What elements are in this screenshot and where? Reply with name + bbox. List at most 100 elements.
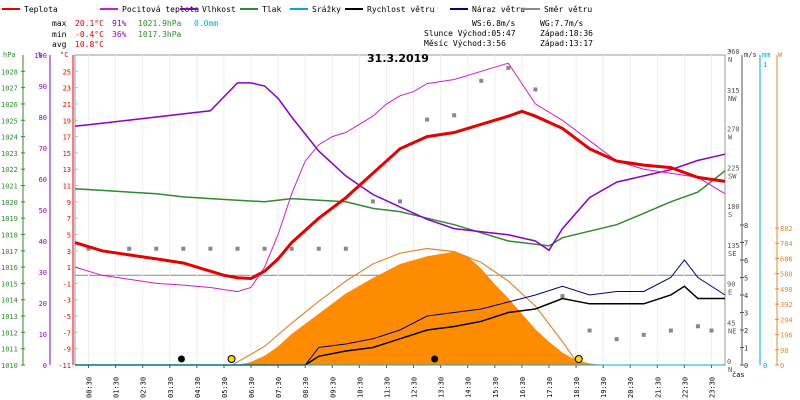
wind-direction-point	[587, 328, 592, 333]
dir-tick-label: NW	[728, 95, 737, 103]
moonset-marker	[431, 355, 439, 363]
wind-direction-point	[289, 246, 294, 251]
stats-min-press: 1017.3hPa	[138, 30, 182, 39]
time-tick-label: 12:30	[411, 377, 419, 398]
wind-direction-point	[695, 324, 700, 329]
stats-max-hum: 91%	[112, 19, 127, 28]
pct-tick-label: 10	[39, 331, 47, 339]
wind-direction-point	[452, 113, 457, 118]
c-tick-label: -3	[63, 297, 71, 305]
wind-direction-point	[86, 246, 91, 251]
wind-direction-point	[127, 246, 132, 251]
ms-tick-label: 7	[744, 240, 748, 248]
ms-tick-label: 1	[744, 345, 748, 353]
w-tick-label: 294	[780, 316, 793, 324]
time-tick-label: 14:30	[465, 377, 473, 398]
w-tick-label: 392	[780, 301, 793, 309]
c-tick-label: 21	[63, 101, 71, 109]
hpa-tick-label: 1010	[1, 362, 18, 370]
pct-tick-label: 100	[34, 52, 47, 60]
stats-block: max 20.1°C 91% 1021.9hPa 0.0mm min -0.4°…	[52, 19, 218, 49]
legend-label: Srážky	[312, 5, 341, 14]
time-tick-label: 16:30	[519, 377, 527, 398]
sunset-marker	[574, 355, 583, 363]
dir-tick-degree: 90	[727, 281, 735, 289]
hpa-tick-label: 1027	[1, 85, 18, 93]
pct-tick-label: 30	[39, 269, 47, 277]
hpa-tick-label: 1018	[1, 231, 18, 239]
wind-direction-point	[668, 328, 673, 333]
ms-tick-label: 8	[744, 222, 748, 230]
pct-tick-label: 20	[39, 300, 47, 308]
pct-tick-label: 0	[43, 362, 47, 370]
hpa-tick-label: 1026	[1, 101, 18, 109]
c-tick-label: 13	[63, 166, 71, 174]
dir-tick-label: S	[728, 211, 732, 219]
hpa-tick-label: 1028	[1, 68, 18, 76]
dir-tick-label: SE	[728, 250, 736, 258]
stats-min-label: min	[52, 30, 67, 39]
stats-max-press: 1021.9hPa	[138, 19, 182, 28]
dir-tick-degree: 360	[727, 48, 740, 56]
hpa-tick-label: 1024	[1, 134, 18, 142]
hpa-tick-label: 1022	[1, 166, 18, 174]
radiation-area	[237, 251, 604, 365]
legend-label: Tlak	[262, 5, 281, 14]
c-tick-label: -11	[58, 362, 71, 370]
hpa-tick-label: 1021	[1, 183, 18, 191]
ms-tick-label: 0	[744, 362, 748, 370]
time-tick-label: 10:30	[356, 377, 364, 398]
c-tick-label: 9	[67, 199, 71, 207]
c-tick-label: -7	[63, 329, 71, 337]
legend-label: Rychlost větru	[367, 5, 435, 14]
wind-direction-point	[398, 199, 402, 204]
c-unit: °C	[60, 51, 68, 59]
wind-direction-point	[506, 65, 511, 70]
w-tick-label: 882	[780, 225, 793, 233]
stats-max-temp: 20.1°C	[75, 19, 104, 28]
c-tick-label: 1	[67, 264, 71, 272]
c-tick-label: 19	[63, 117, 71, 125]
hpa-tick-label: 1012	[1, 329, 18, 337]
c-tick-label: -5	[63, 313, 71, 321]
wind-direction-point	[262, 246, 267, 251]
hpa-tick-label: 1020	[1, 199, 18, 207]
time-label: čas	[732, 371, 745, 379]
wind-direction-point	[316, 246, 321, 251]
info-sun-set: Západ:18:36	[540, 29, 593, 38]
time-tick-label: 21:30	[654, 377, 662, 398]
time-tick-label: 17:30	[546, 377, 554, 398]
legend-label: Pocitová teplota	[122, 5, 199, 14]
wind-direction-point	[614, 337, 619, 342]
wind-direction-point	[560, 294, 565, 299]
hpa-tick-label: 1013	[1, 313, 18, 321]
dir-tick-degree: 0	[727, 358, 731, 366]
stats-avg-label: avg	[52, 40, 67, 49]
time-tick-label: 01:30	[113, 377, 121, 398]
ms-tick-label: 5	[744, 275, 748, 283]
legend-label: Teplota	[24, 5, 58, 14]
wind-gust-line	[75, 259, 726, 366]
c-tick-label: 15	[63, 150, 71, 158]
humidity-line	[74, 82, 726, 252]
wind-direction-point	[370, 199, 375, 204]
info-block: WS:6.8m/s WG:7.7m/s Slunce Východ:05:47 …	[424, 19, 593, 48]
ms-tick-label: 6	[744, 257, 748, 265]
hpa-tick-label: 1014	[1, 297, 18, 305]
chart-title: 31.3.2019	[367, 52, 429, 65]
hpa-tick-label: 1017	[1, 248, 18, 256]
c-tick-label: 5	[67, 231, 71, 239]
dir-tick-degree: 225	[727, 164, 740, 172]
mm-tick-label: 0	[763, 362, 767, 370]
pct-unit: %	[38, 51, 43, 59]
hpa-unit: hPa	[3, 51, 16, 59]
dir-tick-label: N	[728, 56, 732, 64]
w-tick-label: 784	[780, 240, 793, 248]
temperature-line	[74, 109, 726, 281]
hpa-tick-label: 1019	[1, 215, 18, 223]
time-tick-label: 23:30	[708, 377, 716, 398]
time-tick-label: 15:30	[492, 377, 500, 398]
dir-tick-degree: 45	[727, 319, 735, 327]
axes: 1028102710261025102410231022102110201019…	[1, 48, 793, 398]
